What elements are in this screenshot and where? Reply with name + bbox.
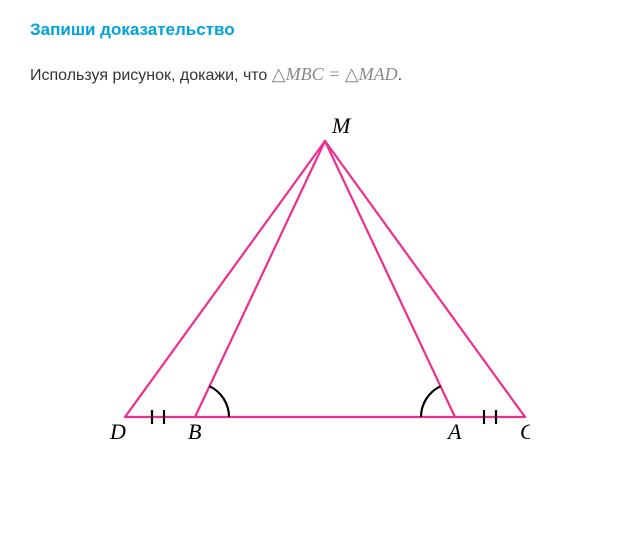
problem-prefix: Используя рисунок, докажи, что — [30, 67, 272, 84]
period: . — [398, 67, 402, 84]
page-title: Запиши доказательство — [30, 20, 590, 40]
point-label-D: D — [109, 419, 126, 444]
edge-MB — [195, 141, 325, 417]
point-label-M: M — [331, 117, 352, 138]
problem-statement: Используя рисунок, докажи, что △MBC = △M… — [30, 62, 590, 87]
triangle2-name: MAD — [359, 64, 398, 84]
equals-sign: = — [324, 64, 345, 84]
triangle1-name: MBC — [286, 64, 324, 84]
edge-MA — [325, 141, 455, 417]
point-label-B: B — [188, 419, 201, 444]
angle-arc-0 — [209, 387, 229, 418]
triangle-icon: △ — [345, 62, 359, 87]
geometry-diagram: M D B A C — [90, 117, 530, 457]
diagram-container: M D B A C — [30, 117, 590, 457]
point-label-C: C — [520, 419, 530, 444]
angle-arc-1 — [421, 387, 441, 418]
triangle-icon: △ — [272, 62, 286, 87]
point-label-A: A — [446, 419, 462, 444]
edge-MC — [325, 141, 525, 417]
math-expression: △MBC = △MAD — [272, 64, 398, 84]
edge-MD — [125, 141, 325, 417]
